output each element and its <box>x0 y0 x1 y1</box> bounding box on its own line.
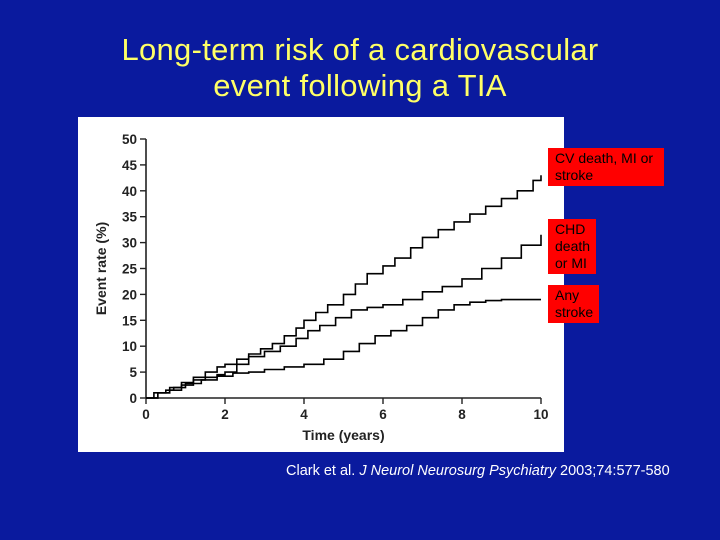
y-tick-label: 35 <box>122 210 138 225</box>
legend-any-stroke: Any stroke <box>548 285 600 323</box>
y-tick-label: 40 <box>122 184 137 199</box>
y-tick-label: 50 <box>122 132 137 147</box>
y-tick-label: 0 <box>129 391 137 406</box>
slide-title: Long-term risk of a cardiovascular event… <box>0 32 720 104</box>
y-tick-label: 10 <box>122 339 137 354</box>
y-tick-label: 15 <box>122 313 138 328</box>
citation-authors: Clark et al. <box>286 463 360 479</box>
slide-title-line-2: event following a TIA <box>213 68 507 103</box>
y-axis-title: Event rate (%) <box>93 222 109 315</box>
citation: Clark et al. J Neurol Neurosurg Psychiat… <box>286 463 670 479</box>
legend-cv-death-mi-stroke: CV death, MI or stroke <box>548 148 664 186</box>
x-axis-title: Time (years) <box>302 427 384 443</box>
y-tick-label: 45 <box>122 158 138 173</box>
legend-chd-death-mi: CHD death or MI <box>548 219 597 274</box>
slide-title-line-1: Long-term risk of a cardiovascular <box>121 32 599 67</box>
chart-plot: 0 5 10 15 20 25 30 35 40 45 50 0 2 4 6 8 10 Time (years) E… <box>93 132 549 443</box>
x-tick-label: 2 <box>221 407 229 422</box>
y-tick-label: 30 <box>122 236 137 251</box>
y-tick-label: 25 <box>122 262 138 277</box>
x-tick-label: 0 <box>142 407 150 422</box>
series-line-1 <box>146 175 542 399</box>
citation-journal: J Neurol Neurosurg Psychiatry <box>359 463 556 479</box>
chart-panel: 0 5 10 15 20 25 30 35 40 45 50 0 2 4 6 8 10 Time (years) E… <box>78 117 664 452</box>
y-tick-label: 20 <box>122 287 137 302</box>
citation-volume: 2003;74:577-580 <box>555 463 670 479</box>
x-tick-label: 4 <box>300 407 308 422</box>
y-tick-label: 5 <box>129 365 137 380</box>
series-line-3 <box>146 298 541 399</box>
x-tick-label: 8 <box>458 407 466 422</box>
x-tick-label: 6 <box>379 407 387 422</box>
x-tick-label: 10 <box>533 407 548 422</box>
